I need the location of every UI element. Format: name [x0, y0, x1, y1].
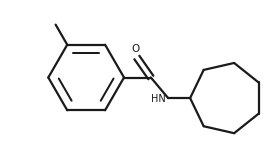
Text: HN: HN	[151, 94, 166, 104]
Text: O: O	[131, 44, 140, 54]
